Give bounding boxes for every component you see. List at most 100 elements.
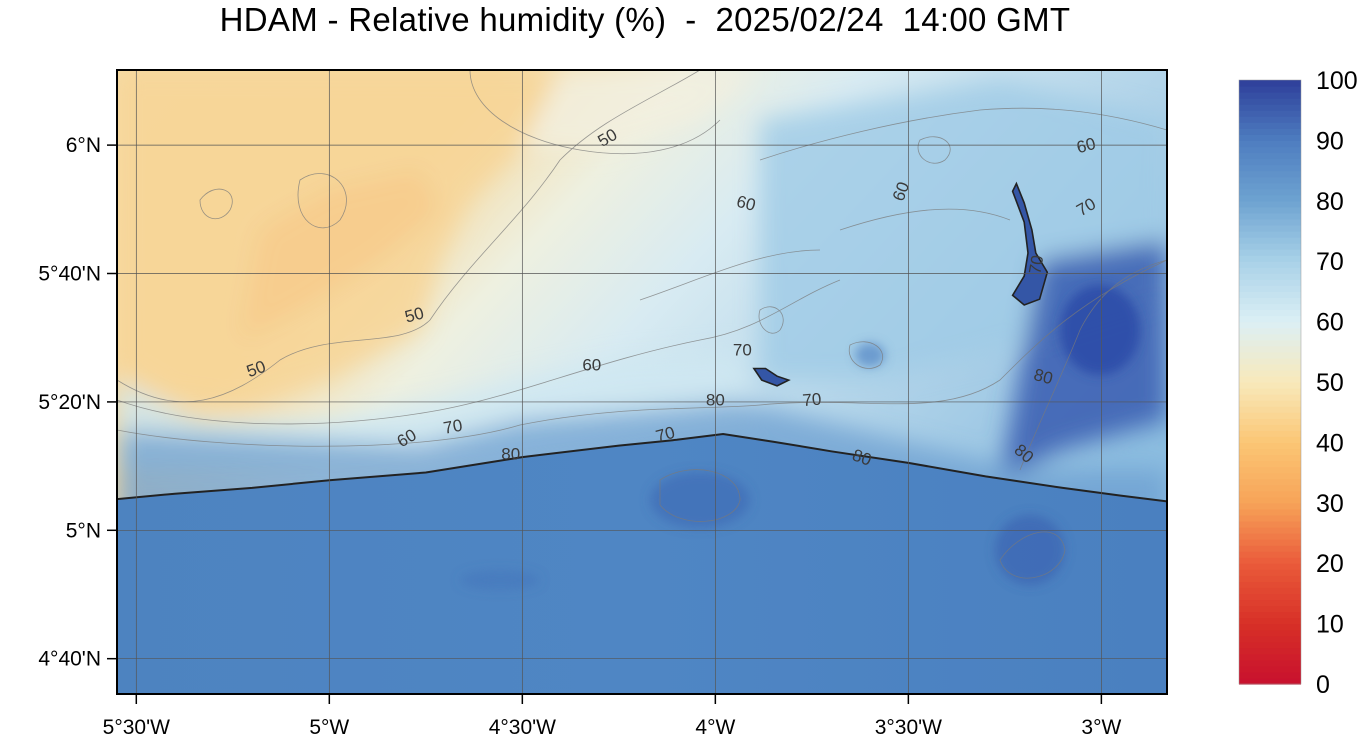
colorbar-band xyxy=(1239,194,1301,202)
colorbar-band xyxy=(1239,418,1301,425)
colorbar-band xyxy=(1239,206,1301,214)
contour-label: 70 xyxy=(1025,254,1047,276)
colorbar-band xyxy=(1239,231,1301,238)
colorbar-band xyxy=(1239,412,1301,419)
colorbar-band xyxy=(1239,611,1301,619)
colorbar-band xyxy=(1239,146,1301,154)
colorbar-band xyxy=(1239,647,1301,655)
colorbar-band xyxy=(1239,98,1301,105)
lon-tick-label: 5°W xyxy=(309,716,349,739)
colorbar-band xyxy=(1239,309,1301,317)
colorbar-bands xyxy=(1239,80,1301,685)
map-title: HDAM - Relative humidity (%) - 2025/02/2… xyxy=(219,1,1071,38)
colorbar-band xyxy=(1239,641,1301,649)
lat-tick-label: 5°40'N xyxy=(38,262,101,285)
colorbar-band xyxy=(1239,237,1301,244)
colorbar-label: 100 xyxy=(1316,67,1358,95)
colorbar-band xyxy=(1239,520,1301,528)
colorbar-band xyxy=(1239,394,1301,401)
colorbar-band xyxy=(1239,484,1301,492)
colorbar-band xyxy=(1239,134,1301,141)
colorbar-band xyxy=(1239,321,1301,329)
colorbar-band xyxy=(1239,581,1301,588)
colorbar-band xyxy=(1239,345,1301,353)
colorbar-band xyxy=(1239,406,1301,413)
longitude-axis: 5°30'W 5°W 4°30'W 4°W 3°30'W 3°W xyxy=(103,694,1121,739)
colorbar-band xyxy=(1239,659,1301,667)
colorbar-band xyxy=(1239,224,1301,232)
colorbar-label: 20 xyxy=(1316,550,1344,578)
colorbar-band xyxy=(1239,442,1301,450)
colorbar-band xyxy=(1239,424,1301,431)
colorbar-band xyxy=(1239,569,1301,576)
lat-tick-label: 6°N xyxy=(66,134,101,157)
colorbar-label: 60 xyxy=(1316,309,1344,337)
colorbar-label: 30 xyxy=(1316,490,1344,518)
colorbar-band xyxy=(1239,333,1301,341)
colorbar-band xyxy=(1239,80,1301,87)
colorbar-band xyxy=(1239,448,1301,456)
colorbar-band xyxy=(1239,128,1301,135)
colorbar-label: 70 xyxy=(1316,248,1344,276)
contour-label: 80 xyxy=(1032,365,1055,388)
colorbar-band xyxy=(1239,460,1301,468)
colorbar-band xyxy=(1239,545,1301,552)
colorbar-band xyxy=(1239,587,1301,594)
colorbar-band xyxy=(1239,170,1301,178)
colorbar-band xyxy=(1239,375,1301,383)
colorbar-band xyxy=(1239,472,1301,480)
colorbar-band xyxy=(1239,164,1301,172)
graticule xyxy=(117,70,1167,694)
colorbar-label: 50 xyxy=(1316,369,1344,397)
contour-label: 80 xyxy=(501,444,520,463)
contour-label: 70 xyxy=(654,423,677,446)
colorbar-band xyxy=(1239,629,1301,637)
colorbar-band xyxy=(1239,315,1301,323)
colorbar-band xyxy=(1239,436,1301,443)
contour-label: 60 xyxy=(582,356,601,375)
colorbar-band xyxy=(1239,496,1301,504)
lagoon-outline xyxy=(1011,181,1049,306)
colorbar-band xyxy=(1239,297,1301,305)
colorbar-band xyxy=(1239,539,1301,546)
colorbar-band xyxy=(1239,303,1301,311)
lon-tick-label: 3°W xyxy=(1081,716,1121,739)
colorbar-band xyxy=(1239,593,1301,601)
colorbar-band xyxy=(1239,218,1301,226)
colorbar-band xyxy=(1239,243,1301,250)
colorbar-band xyxy=(1239,454,1301,462)
colorbar-band xyxy=(1239,502,1301,510)
colorbar-band xyxy=(1239,110,1301,117)
colorbar-band xyxy=(1239,188,1301,196)
colorbar-band xyxy=(1239,551,1301,558)
latitude-axis: 6°N 5°40'N 5°20'N 5°N 4°40'N xyxy=(38,134,117,671)
contour-label: 70 xyxy=(802,390,823,411)
colorbar-band xyxy=(1239,363,1301,371)
colorbar-band xyxy=(1239,92,1301,99)
sea-patches xyxy=(460,285,1140,590)
colorbar-band xyxy=(1239,279,1301,286)
colorbar-band xyxy=(1239,267,1301,274)
colorbar-band xyxy=(1239,158,1301,166)
sea-humidity-field xyxy=(117,434,1167,694)
colorbar-band xyxy=(1239,351,1301,359)
colorbar-band xyxy=(1239,557,1301,564)
colorbar-band xyxy=(1239,388,1301,395)
colorbar-band xyxy=(1239,490,1301,498)
colorbar-band xyxy=(1239,623,1301,631)
colorbar-band xyxy=(1239,357,1301,365)
colorbar-band xyxy=(1239,104,1301,111)
colorbar-band xyxy=(1239,122,1301,129)
map-frame xyxy=(116,69,1168,695)
contour-label: 60 xyxy=(735,192,758,215)
colorbar-band xyxy=(1239,430,1301,437)
colorbar-band xyxy=(1239,466,1301,474)
contour-label: 60 xyxy=(1074,134,1097,157)
colorbar-band xyxy=(1239,182,1301,190)
colorbar-band xyxy=(1239,400,1301,407)
lat-tick-label: 4°40'N xyxy=(38,648,101,671)
colorbar-band xyxy=(1239,327,1301,335)
